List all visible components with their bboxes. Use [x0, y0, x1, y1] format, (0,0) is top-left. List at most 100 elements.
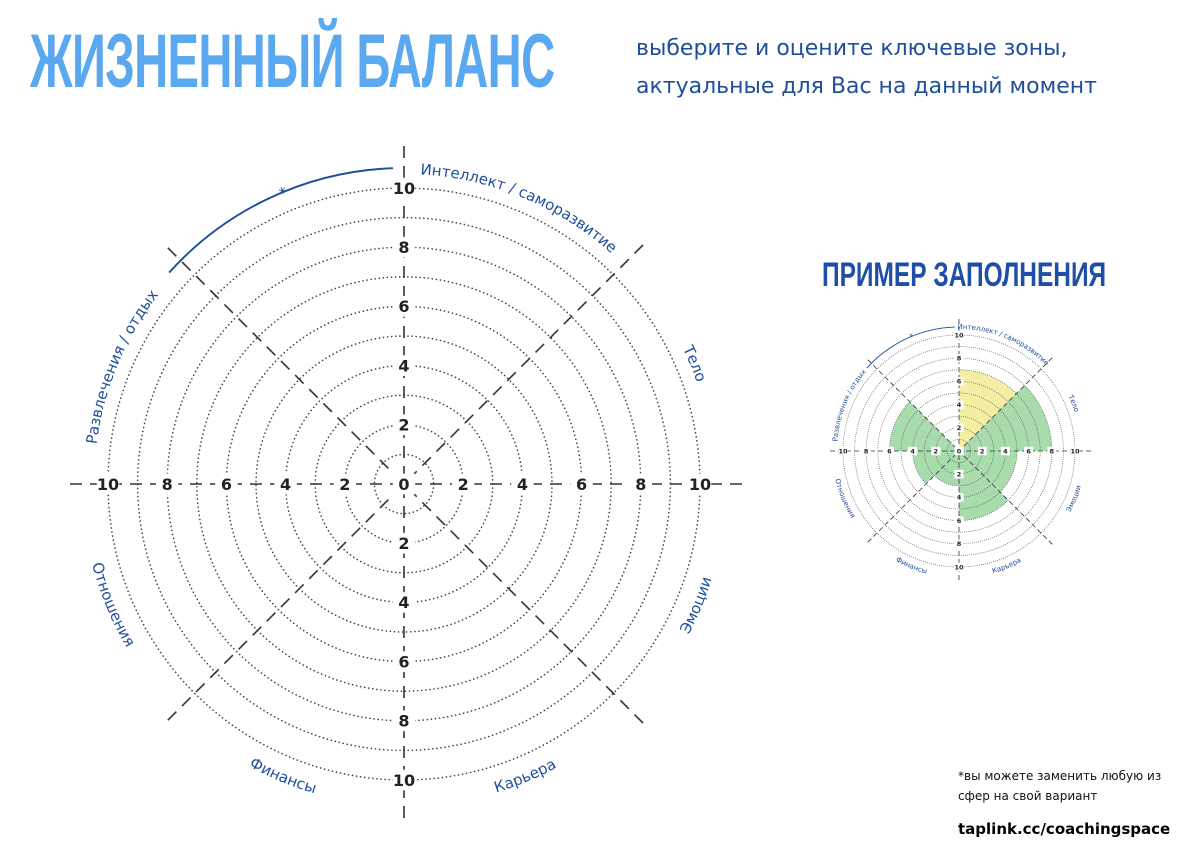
subtitle-line-2: актуальные для Вас на данный момент — [636, 74, 1097, 99]
tick-label-bg — [954, 423, 964, 433]
main-wheel: 0 2 2 2 2 4 4 4 4 6 6 6 6 8 8 8 8 10 10 10 10 Интеллект / сам… — [66, 146, 742, 822]
sector-label-text: Эмоции — [1065, 484, 1083, 513]
footnote: *вы можете заменить любую из сфер на сво… — [958, 766, 1173, 806]
sector-label: Финансы — [247, 754, 319, 798]
tick-label: 0 — [398, 475, 409, 494]
tick-label-bg — [688, 473, 712, 495]
tick-label: 8 — [398, 712, 409, 731]
tick-label-bg — [392, 355, 416, 376]
sector-label: Эмоции — [1065, 484, 1083, 513]
sector-label: Финансы — [894, 556, 927, 576]
tick-label-bg — [977, 446, 987, 456]
tick-label: 6 — [398, 297, 409, 316]
axis-line — [164, 244, 644, 724]
tick-label: 4 — [910, 447, 915, 455]
sector-label: Интеллект / саморазвитие — [958, 323, 1051, 367]
sector-label-text: Карьера — [492, 755, 559, 797]
tick-label: 6 — [398, 652, 409, 671]
tick-label-bg — [392, 296, 416, 317]
tick-label: 2 — [398, 416, 409, 435]
sector-label: Тело — [1066, 393, 1081, 413]
tick-label-bg — [392, 592, 416, 613]
tick-label-bg — [838, 446, 848, 456]
sector-label-text: Развлечения / отдых — [83, 286, 162, 445]
tick-label: 2 — [980, 447, 985, 455]
tick-label: 10 — [1070, 447, 1080, 455]
tick-label: 0 — [957, 447, 962, 455]
tick-label-bg — [392, 473, 416, 495]
tick-label-bg — [954, 400, 964, 409]
tick-label-bg — [96, 473, 120, 495]
sector-label: Эмоции — [676, 574, 715, 636]
sector-label-text: Карьера — [991, 556, 1022, 575]
tick-label: 8 — [635, 475, 646, 494]
taplink-link[interactable]: taplink.cc/coachingspace — [958, 820, 1171, 838]
sector-label: Карьера — [492, 755, 559, 797]
tick-label: 4 — [398, 593, 409, 612]
tick-label: 4 — [398, 356, 409, 375]
tick-label-bg — [392, 177, 416, 199]
page-subtitle: выберите и оцените ключевые зоны, актуал… — [636, 30, 1097, 106]
sector-label: Тело — [679, 342, 710, 385]
tick-label: 2 — [339, 475, 350, 494]
sector-label: Карьера — [991, 556, 1022, 575]
tick-label: 8 — [957, 540, 962, 548]
tick-label-bg — [954, 446, 964, 456]
tick-label-bg — [392, 414, 416, 436]
example-fill-wedge — [959, 385, 1052, 451]
tick-label: 8 — [162, 475, 173, 494]
tick-label: 10 — [97, 475, 119, 494]
axis-line — [164, 244, 644, 724]
tick-label: 10 — [954, 563, 964, 571]
tick-label: 6 — [1026, 447, 1031, 455]
sector-label-text: Эмоции — [676, 574, 715, 636]
tick-label: 10 — [838, 447, 848, 455]
tick-label: 10 — [689, 475, 711, 494]
example-title: ПРИМЕР ЗАПОЛНЕНИЯ — [822, 256, 1107, 294]
example-fill-wedge — [959, 451, 1017, 493]
sector-label: Развлечения / отдых — [831, 368, 867, 442]
tick-label: 8 — [864, 447, 869, 455]
tick-label: 8 — [957, 355, 962, 363]
tick-label-bg — [1024, 446, 1034, 456]
tick-label-bg — [908, 446, 918, 456]
tick-label: 10 — [393, 771, 415, 790]
tick-label-bg — [629, 473, 652, 495]
tick-label-bg — [333, 473, 356, 495]
tick-label: 4 — [957, 494, 962, 502]
tick-label: 2 — [458, 475, 469, 494]
tick-label-bg — [954, 353, 964, 363]
tick-label-bg — [954, 516, 964, 525]
custom-sector-arc — [866, 326, 955, 369]
tick-label-bg — [954, 377, 964, 386]
sector-label-text: Интеллект / саморазвитие — [420, 160, 621, 256]
tick-label: 2 — [957, 424, 962, 432]
sector-label: Развлечения / отдых — [83, 286, 162, 445]
sector-label: Интеллект / саморазвитие — [420, 160, 621, 256]
tick-label: 8 — [1050, 447, 1055, 455]
tick-label-bg — [954, 493, 964, 502]
tick-label-bg — [884, 446, 894, 456]
tick-label: 2 — [934, 447, 939, 455]
example-fill-wedge — [889, 401, 959, 451]
label-path — [311, 174, 679, 341]
tick-label: 6 — [957, 378, 962, 386]
footnote-line-2: сфер на свой вариант — [958, 789, 1098, 803]
tick-label-bg — [954, 330, 964, 340]
tick-label-bg — [1047, 446, 1057, 456]
tick-label-bg — [1000, 446, 1010, 456]
sector-label-text: Интеллект / саморазвитие — [958, 323, 1051, 367]
tick-label-bg — [954, 469, 964, 479]
sector-label-text: Финансы — [247, 754, 319, 798]
tick-label-bg — [570, 473, 593, 495]
tick-label-bg — [215, 473, 238, 495]
tick-label: 6 — [221, 475, 232, 494]
subtitle-line-1: выберите и оцените ключевые зоны, — [636, 36, 1068, 61]
tick-label-bg — [954, 539, 964, 549]
sector-label: Отношения — [88, 560, 139, 650]
tick-label-bg — [1070, 446, 1080, 456]
sector-label-text: Тело — [679, 342, 710, 385]
sector-label-text: Финансы — [894, 556, 927, 576]
tick-label: 10 — [954, 331, 964, 339]
